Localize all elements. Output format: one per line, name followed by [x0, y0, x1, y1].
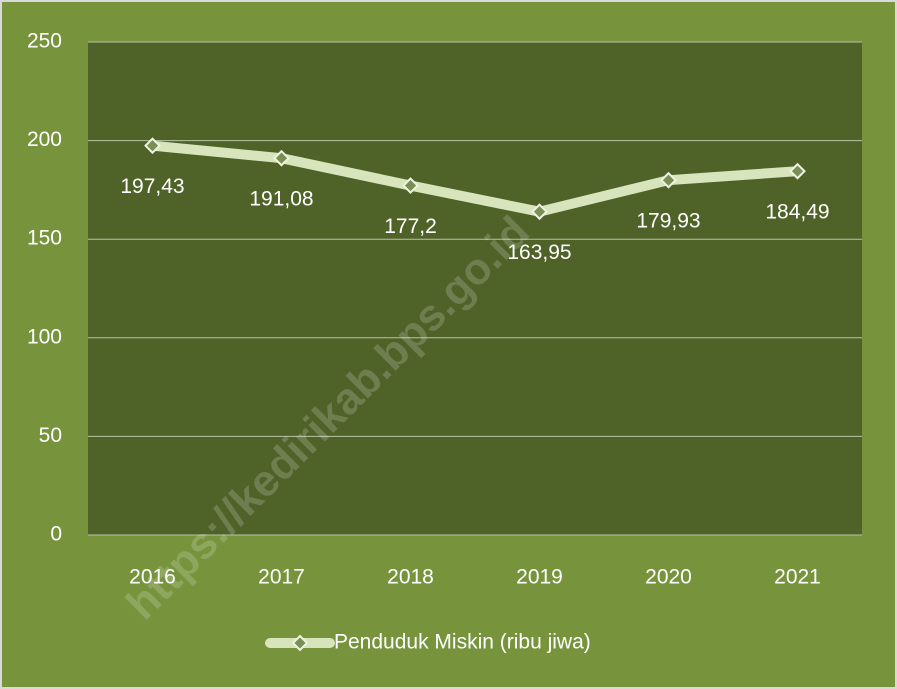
marker	[402, 177, 419, 194]
data-label: 197,43	[120, 175, 184, 198]
data-label: 179,93	[636, 210, 700, 233]
y-tick-label: 100	[27, 325, 62, 348]
y-tick-label: 250	[27, 30, 62, 53]
y-tick-label: 150	[27, 227, 62, 250]
data-label: 177,2	[384, 215, 437, 238]
x-tick-label: 2019	[516, 566, 563, 589]
data-label: 191,08	[249, 188, 313, 211]
x-tick-label: 2017	[258, 566, 305, 589]
marker	[531, 203, 548, 221]
y-tick-label: 200	[27, 128, 62, 151]
y-tick-label: 50	[39, 424, 62, 447]
data-label: 163,95	[507, 241, 571, 264]
x-tick-label: 2018	[387, 566, 434, 589]
y-tick-label: 0	[50, 523, 62, 546]
x-tick-label: 2020	[645, 566, 692, 589]
x-tick-label: 2021	[774, 566, 821, 589]
legend-marker	[291, 634, 309, 652]
plot-area	[88, 42, 862, 535]
marker	[660, 171, 677, 189]
marker	[144, 137, 161, 155]
x-tick-label: 2016	[129, 566, 176, 589]
data-label: 184,49	[765, 201, 829, 224]
marker	[273, 149, 290, 167]
line	[147, 140, 803, 217]
legend-label: Penduduk Miskin (ribu jiwa)	[334, 631, 591, 654]
marker	[789, 162, 806, 180]
